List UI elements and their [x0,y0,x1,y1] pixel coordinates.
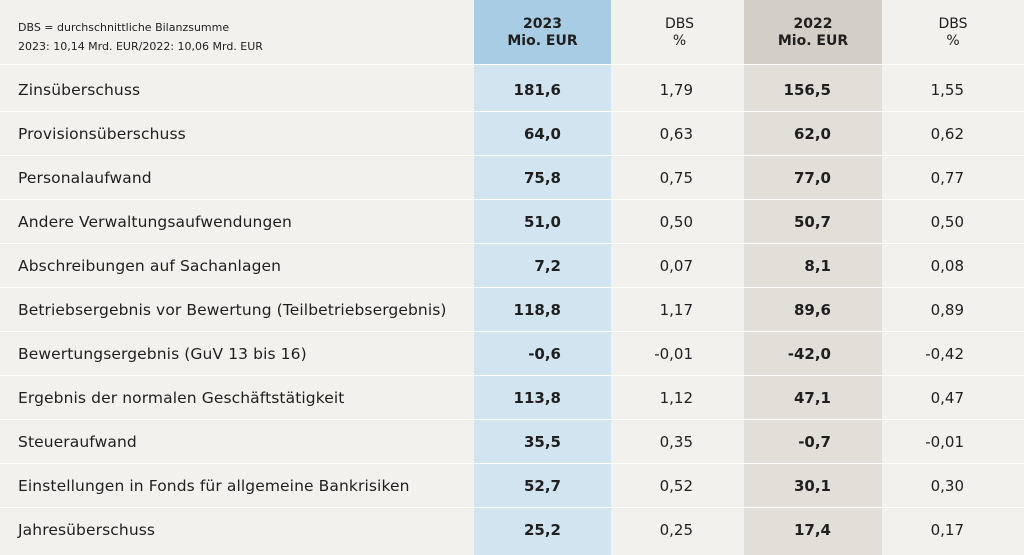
value-2023: 64,0 [523,125,561,143]
value-2023: 52,7 [523,477,561,495]
value-2022: -0,7 [798,433,831,451]
row-divider [0,199,1024,200]
dbs-2022: 0,08 [930,257,964,275]
dbs-2023: 1,79 [659,81,693,99]
value-2023: 51,0 [523,213,561,231]
dbs-2023: 0,52 [659,477,693,495]
header-2022: 2022 Mio. EUR [744,16,882,50]
dbs-2023: 1,17 [659,301,693,319]
value-2022: 17,4 [793,521,831,539]
row-label: Abschreibungen auf Sachanlagen [18,257,282,275]
header-dbs-2022: DBS % [882,16,1024,50]
value-2023: 118,8 [513,301,561,319]
row-divider [0,155,1024,156]
dbs-2022: 0,62 [930,125,964,143]
row-divider [0,507,1024,508]
table-row: Steueraufwand 35,5 0,35 -0,7 -0,01 [0,420,1024,464]
value-2022: 47,1 [793,389,831,407]
dbs-2023: 0,07 [659,257,693,275]
note-line-2: 2023: 10,14 Mrd. EUR/2022: 10,06 Mrd. EU… [18,40,263,53]
header-dbs-2023: DBS % [611,16,748,50]
dbs-2022: 1,55 [930,81,964,99]
dbs-2022: -0,42 [925,345,964,363]
header-2022-unit: Mio. EUR [777,33,849,49]
dbs-2023: 0,35 [659,433,693,451]
header-background-2022 [744,0,882,64]
row-label: Steueraufwand [18,433,137,451]
row-divider [0,463,1024,464]
value-2023: 7,2 [534,257,561,275]
dbs-2023: 0,25 [659,521,693,539]
row-label: Bewertungsergebnis (GuV 13 bis 16) [18,345,307,363]
row-label: Einstellungen in Fonds für allgemeine Ba… [18,477,410,495]
row-label: Zinsüberschuss [18,81,141,99]
header-dbs-2023-label: DBS [664,16,695,32]
column-band-2022 [744,0,882,555]
value-2023: 35,5 [523,433,561,451]
dbs-2023: 0,75 [659,169,693,187]
row-divider [0,375,1024,376]
value-2022: 77,0 [793,169,831,187]
row-label: Provisionsüberschuss [18,125,186,143]
dbs-2022: 0,77 [930,169,964,187]
value-2022: 30,1 [793,477,831,495]
header-background-2023 [474,0,611,64]
row-label: Andere Verwaltungsaufwendungen [18,213,292,231]
dbs-2023: 0,63 [659,125,693,143]
row-divider [0,419,1024,420]
value-2022: 89,6 [793,301,831,319]
value-2023: -0,6 [528,345,561,363]
header-2023-year: 2023 [523,16,562,32]
value-2022: -42,0 [787,345,831,363]
row-divider [0,111,1024,112]
dbs-2022: -0,01 [925,433,964,451]
table-row: Betriebsergebnis vor Bewertung (Teilbetr… [0,288,1024,332]
value-2022: 8,1 [804,257,831,275]
dbs-2022: 0,50 [930,213,964,231]
value-2023: 25,2 [523,521,561,539]
header-2023-unit: Mio. EUR [507,33,578,49]
row-label: Ergebnis der normalen Geschäftstätigkeit [18,389,345,407]
dbs-2022: 0,89 [930,301,964,319]
header-dbs-2022-unit: % [946,33,960,49]
row-divider [0,64,1024,65]
table-row: Personalaufwand 75,8 0,75 77,0 0,77 [0,156,1024,200]
dbs-2023: 0,50 [659,213,693,231]
column-band-2023 [474,0,611,555]
value-2022: 156,5 [783,81,831,99]
table-row: Jahresüberschuss 25,2 0,25 17,4 0,17 [0,508,1024,552]
table-row: Provisionsüberschuss 64,0 0,63 62,0 0,62 [0,112,1024,156]
value-2023: 181,6 [513,81,561,99]
row-divider [0,331,1024,332]
dbs-2022: 0,47 [930,389,964,407]
row-label: Betriebsergebnis vor Bewertung (Teilbetr… [18,301,447,319]
table-row: Zinsüberschuss 181,6 1,79 156,5 1,55 [0,68,1024,112]
header-2022-year: 2022 [793,16,833,32]
row-divider [0,243,1024,244]
value-2022: 62,0 [793,125,831,143]
value-2023: 113,8 [513,389,561,407]
row-label: Jahresüberschuss [18,521,156,539]
dbs-2023: -0,01 [654,345,693,363]
dbs-2023: 1,12 [659,389,693,407]
value-2023: 75,8 [523,169,561,187]
table-row: Andere Verwaltungsaufwendungen 51,0 0,50 50… [0,200,1024,244]
table-row: Einstellungen in Fonds für allgemeine Ba… [0,464,1024,508]
table-row: Ergebnis der normalen Geschäftstätigkeit… [0,376,1024,420]
row-label: Personalaufwand [18,169,152,187]
header-dbs-2023-unit: % [672,33,687,49]
header-2023: 2023 Mio. EUR [474,16,611,50]
value-2022: 50,7 [793,213,831,231]
dbs-2022: 0,30 [930,477,964,495]
dbs-2022: 0,17 [930,521,964,539]
note-line-1: DBS = durchschnittliche Bilanzsumme [18,21,230,34]
row-divider [0,287,1024,288]
header-dbs-2022-label: DBS [938,16,968,32]
table-row: Bewertungsergebnis (GuV 13 bis 16) -0,6 -0… [0,332,1024,376]
table-row: Abschreibungen auf Sachanlagen 7,2 0,07 8,1… [0,244,1024,288]
